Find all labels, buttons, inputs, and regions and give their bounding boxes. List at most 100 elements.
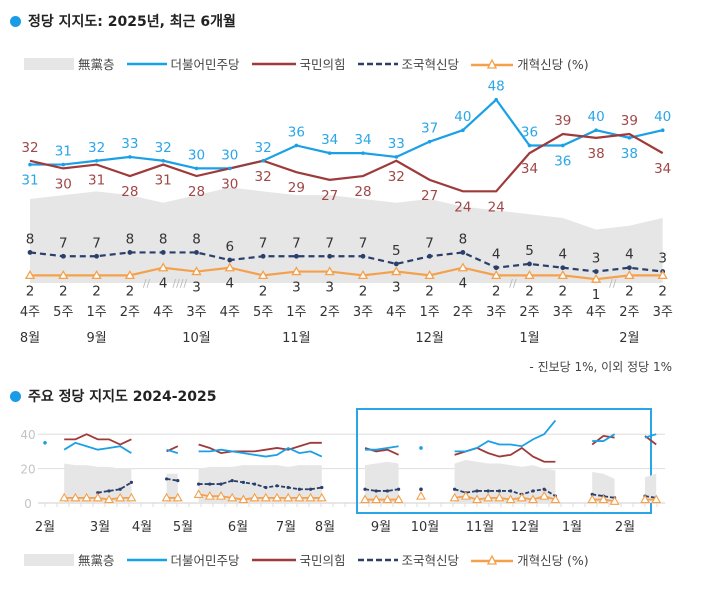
data-label-minjoo: 34 — [354, 132, 371, 148]
x-tick-label: 7월 — [276, 520, 296, 535]
data-point-minjoo — [627, 136, 632, 140]
data-point-rebuild — [160, 250, 166, 255]
data-point-reform — [457, 262, 469, 272]
month-label: 12월 — [415, 331, 444, 346]
data-point-reform — [316, 492, 327, 502]
x-tick-label: 2월 — [615, 520, 635, 535]
data-point-rebuild — [593, 269, 599, 274]
data-point-minjoo — [28, 162, 32, 167]
data-point-rebuild — [397, 487, 401, 491]
data-label-reform: 2 — [359, 283, 368, 299]
legend-item-reform: 개혁신당 (%) — [471, 550, 589, 569]
data-point-rebuild — [107, 489, 111, 493]
data-label-rebuild: 8 — [192, 231, 201, 247]
x-tick-label: 4주 — [220, 305, 240, 320]
data-point-minjoo — [419, 446, 423, 450]
data-point-minjoo — [660, 128, 665, 132]
data-point-rebuild — [118, 487, 122, 491]
legend-item-rebuild: 조국혁신당 — [357, 54, 459, 73]
data-point-rebuild — [460, 250, 466, 255]
data-label-reform: 4 — [459, 276, 468, 292]
line-swatch-icon — [251, 558, 296, 561]
x-tick-label: 2월 — [35, 520, 55, 535]
data-label-minjoo: 36 — [288, 124, 305, 140]
data-label-rebuild: 3 — [658, 251, 667, 267]
month-label: 8월 — [20, 331, 40, 346]
data-point-reform — [505, 494, 516, 504]
data-label-ppp: 39 — [554, 113, 571, 129]
line-swatch-icon — [251, 62, 296, 65]
legend-label: 無黨층 — [78, 553, 115, 568]
data-point-reform — [161, 492, 172, 502]
data-point-reform — [272, 492, 282, 502]
data-point-reform — [294, 492, 305, 502]
x-tick-label: 8월 — [315, 520, 335, 535]
data-point-rebuild — [253, 482, 257, 486]
data-label-minjoo: 31 — [21, 173, 38, 189]
x-tick-label: 4주 — [20, 305, 40, 320]
data-point-rebuild — [60, 253, 66, 259]
data-point-minjoo — [427, 139, 432, 144]
data-point-rebuild — [241, 480, 245, 484]
data-point-rebuild — [427, 253, 432, 259]
data-point-reform — [483, 492, 494, 502]
x-tick-label: 2주 — [320, 305, 340, 320]
data-label-ppp: 32 — [21, 140, 38, 156]
data-label-ppp: 32 — [255, 169, 272, 185]
data-point-reform — [193, 489, 204, 498]
data-point-reform — [424, 270, 435, 280]
data-point-rebuild — [493, 265, 499, 271]
data-label-reform: 2 — [658, 283, 667, 299]
data-point-rebuild — [275, 484, 279, 488]
data-label-minjoo: 31 — [55, 144, 72, 160]
data-label-minjoo: 40 — [588, 109, 605, 125]
data-label-ppp: 31 — [155, 173, 172, 189]
data-point-reform — [24, 270, 36, 280]
data-point-reform — [305, 492, 316, 502]
data-point-reform — [516, 492, 527, 502]
data-point-rebuild — [320, 485, 324, 490]
data-label-ppp: 24 — [454, 199, 471, 215]
series-line-rebuild — [198, 479, 322, 491]
series-line-minjoo — [30, 97, 663, 170]
data-label-ppp: 31 — [88, 173, 105, 189]
data-point-reform — [640, 494, 650, 504]
data-point-reform — [393, 494, 404, 504]
data-point-minjoo — [128, 155, 132, 159]
y-tick-label: 0 — [24, 497, 32, 511]
data-point-rebuild — [286, 485, 290, 490]
data-label-ppp: 28 — [121, 184, 138, 200]
data-label-rebuild: 8 — [126, 231, 135, 247]
data-point-minjoo — [494, 97, 499, 102]
data-point-reform — [382, 494, 393, 504]
series-line-ppp — [64, 433, 132, 446]
x-tick-label: 5월 — [173, 520, 193, 535]
legend-label: 국민의힘 — [299, 553, 346, 568]
data-point-rebuild — [230, 479, 234, 483]
x-tick-label: 6월 — [228, 520, 248, 535]
data-point-reform — [324, 266, 335, 276]
series-line-rebuild — [644, 495, 657, 499]
data-point-rebuild — [94, 253, 99, 259]
undecided-area — [365, 461, 399, 503]
x-tick-label: 4주 — [386, 305, 406, 320]
data-label-rebuild: 8 — [26, 231, 35, 247]
data-point-rebuild — [260, 253, 266, 259]
data-point-rebuild — [96, 491, 100, 495]
month-label: 1월 — [519, 331, 539, 346]
month-label: 10월 — [182, 331, 211, 346]
data-label-rebuild: 5 — [525, 243, 534, 259]
data-label-reform: 2 — [525, 283, 534, 299]
legend-top: 無黨층 더불어민주당 국민의힘 조국혁신당 개혁신당 (%) — [24, 54, 601, 73]
series-line-minjoo — [454, 419, 557, 453]
data-point-rebuild — [419, 487, 423, 491]
data-label-minjoo: 38 — [621, 146, 638, 162]
data-point-rebuild — [363, 487, 367, 491]
data-label-reform: 1 — [592, 287, 601, 303]
data-label-reform: 2 — [26, 283, 35, 299]
data-label-minjoo: 33 — [121, 136, 138, 152]
legend-item-undecided: 無黨층 — [24, 550, 115, 569]
axis-break-mark: //// — [172, 277, 187, 290]
data-label-rebuild: 7 — [259, 235, 268, 251]
highlight-box — [356, 408, 652, 514]
